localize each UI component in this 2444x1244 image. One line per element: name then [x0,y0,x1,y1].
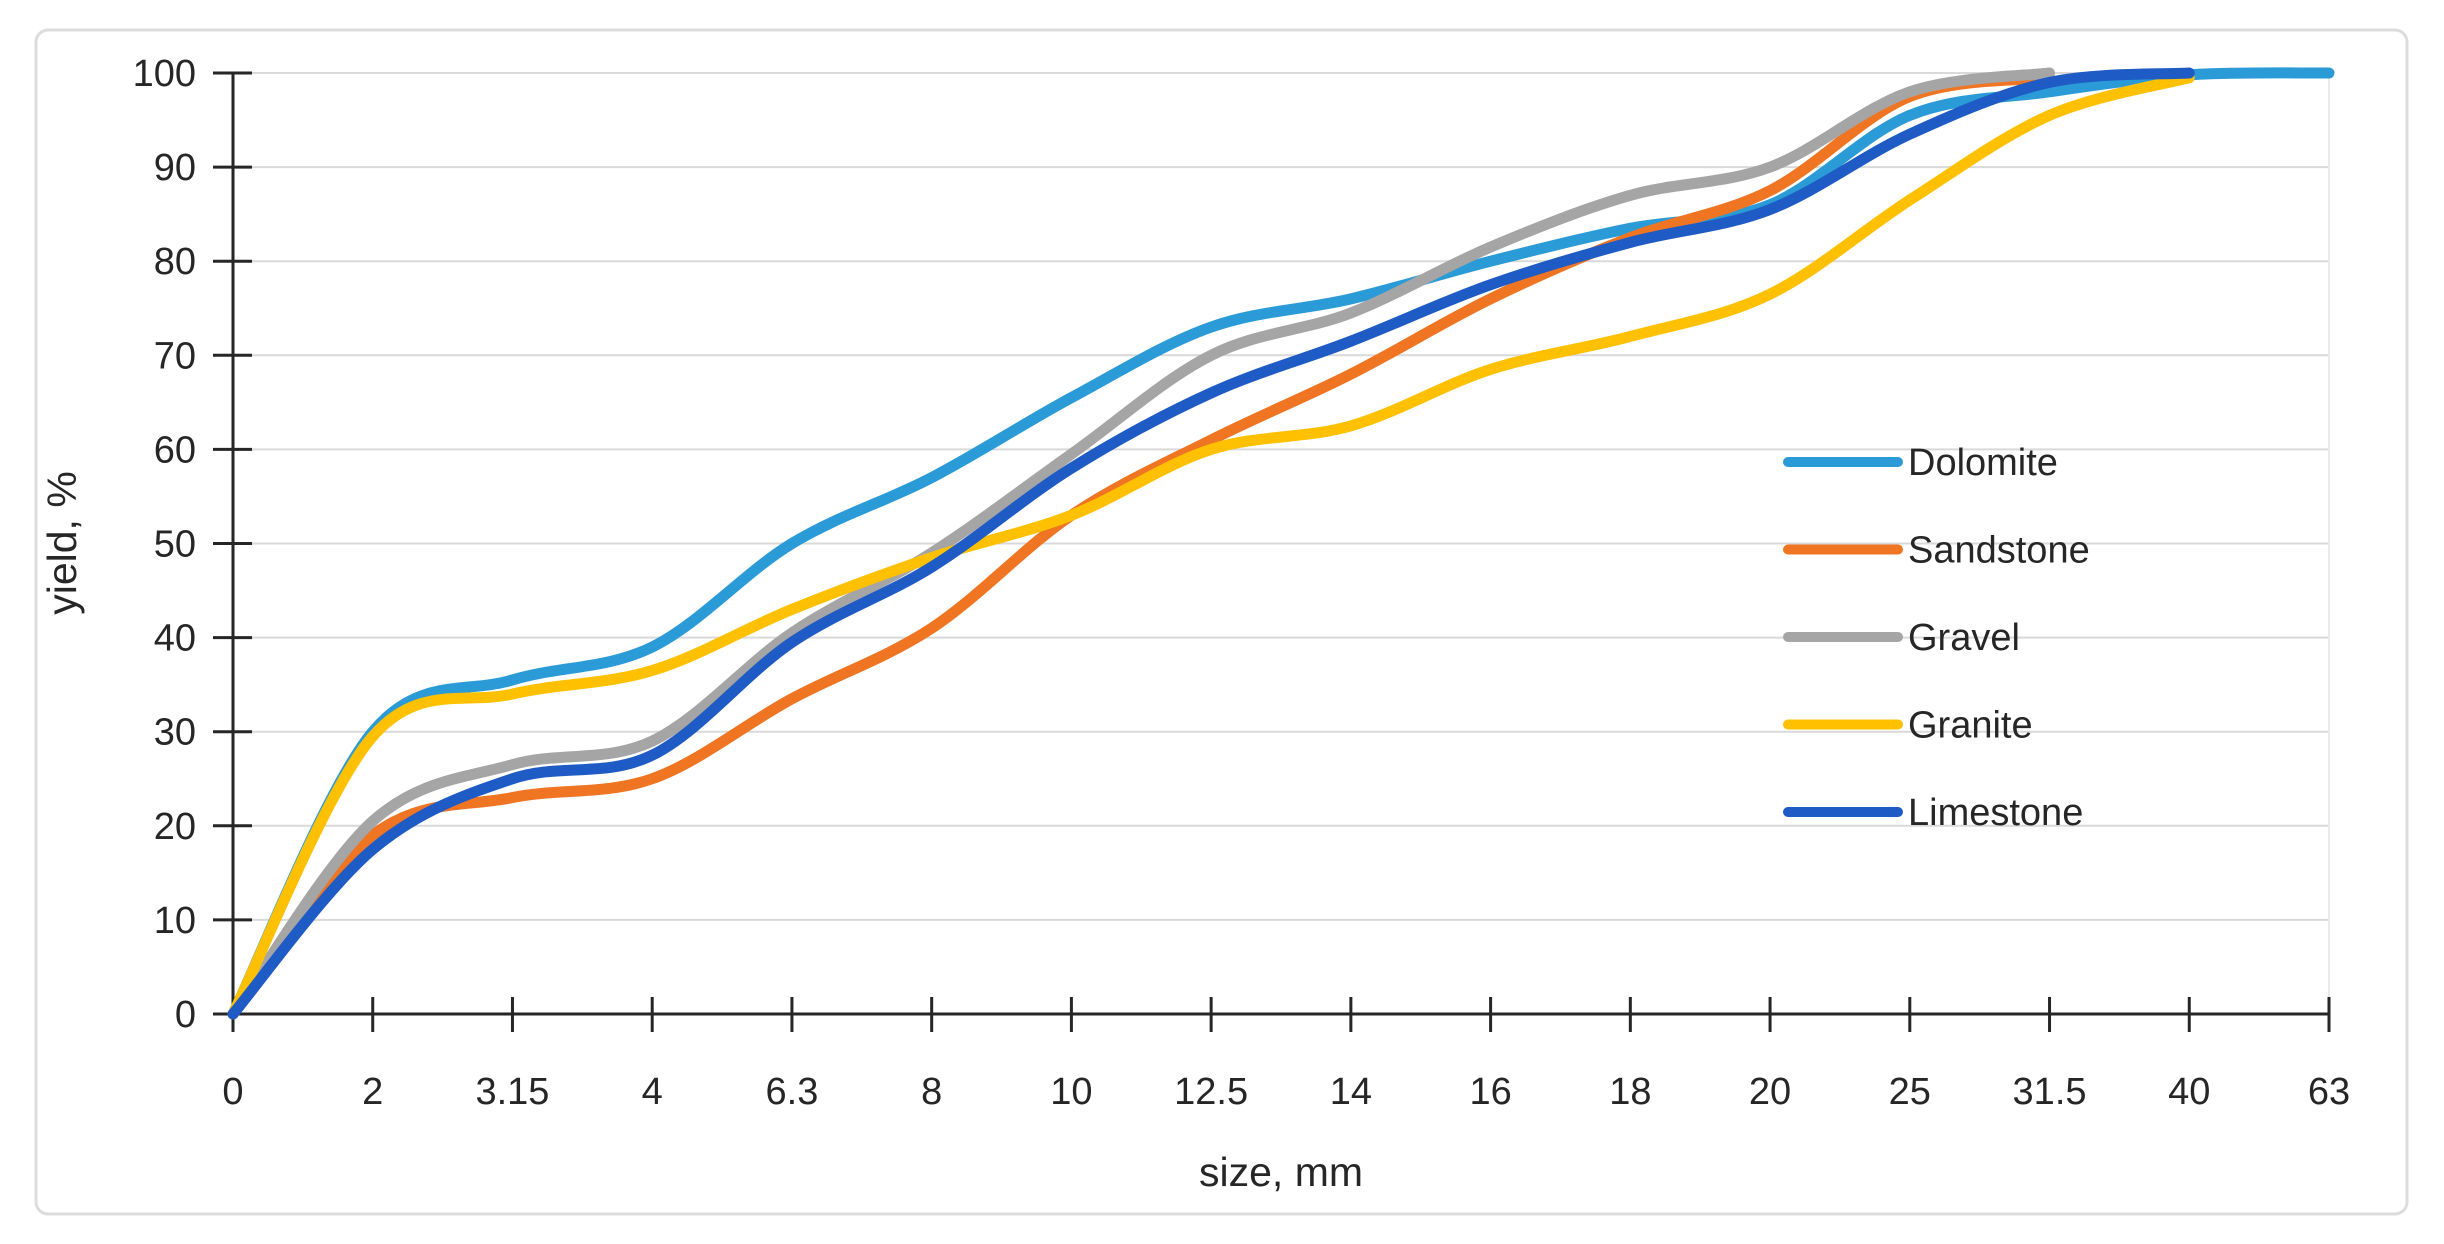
y-tick-label-30: 30 [154,712,196,754]
x-tick-label-16: 16 [1469,1071,1511,1113]
y-tick-label-40: 40 [154,618,196,660]
legend-label-gravel: Gravel [1908,617,2020,659]
chart-frame-border [34,28,2409,1216]
x-tick-label-0: 0 [222,1071,243,1113]
x-tick-label-4: 4 [642,1071,663,1113]
x-tick-label-3.15: 3.15 [475,1071,549,1113]
x-tick-label-10: 10 [1050,1071,1092,1113]
series-line-dolomite[interactable] [227,67,2335,1020]
tick-marks [213,71,2331,1032]
legend-label-limestone: Limestone [1908,792,2083,834]
legend-item-gravel[interactable]: Gravel [1783,617,2020,659]
legend-label-dolomite: Dolomite [1908,442,2058,484]
x-tick-label-63: 63 [2308,1071,2350,1113]
y-axis-title: yield, % [39,471,85,615]
y-tick-label-90: 90 [154,147,196,189]
x-tick-label-12.5: 12.5 [1174,1071,1248,1113]
y-tick-label-10: 10 [154,900,196,942]
y-tick-label-0: 0 [175,994,196,1036]
x-tick-label-14: 14 [1330,1071,1372,1113]
y-tick-label-60: 60 [154,429,196,471]
x-tick-label-25: 25 [1889,1071,1931,1113]
y-axis-tick-labels: 0 10 20 30 40 50 60 70 80 90 100 [133,53,196,1036]
legend-item-limestone[interactable]: Limestone [1783,792,2083,834]
x-tick-label-6.3: 6.3 [766,1071,819,1113]
y-tick-label-50: 50 [154,524,196,566]
x-tick-label-31.5: 31.5 [2013,1071,2087,1113]
x-axis-tick-labels: 0 2 3.15 4 6.3 8 10 12.5 14 16 18 20 25 31.5 40 63 [222,1071,2350,1113]
series-line-limestone[interactable] [227,67,2195,1020]
y-tick-label-70: 70 [154,335,196,377]
series-line-sandstone[interactable] [227,72,2056,1020]
x-tick-label-20: 20 [1749,1071,1791,1113]
gridlines [233,72,2329,921]
legend-item-dolomite[interactable]: Dolomite [1783,442,2058,484]
x-tick-label-18: 18 [1609,1071,1651,1113]
legend-label-granite: Granite [1908,705,2033,747]
legend-item-granite[interactable]: Granite [1783,705,2033,747]
series-line-gravel[interactable] [227,67,2056,1020]
x-tick-label-8: 8 [921,1071,942,1113]
series-lines [227,67,2335,1020]
legend: Dolomite Sandstone Gravel Granite Limestone [1783,442,2090,834]
legend-item-sandstone[interactable]: Sandstone [1783,530,2090,572]
series-line-granite[interactable] [227,72,2195,1020]
legend-label-sandstone: Sandstone [1908,530,2090,572]
x-tick-label-40: 40 [2168,1071,2210,1113]
x-tick-label-2: 2 [362,1071,383,1113]
y-tick-label-20: 20 [154,806,196,848]
x-axis-title: size, mm [1199,1149,1363,1195]
y-tick-label-100: 100 [133,53,196,95]
y-tick-label-80: 80 [154,241,196,283]
